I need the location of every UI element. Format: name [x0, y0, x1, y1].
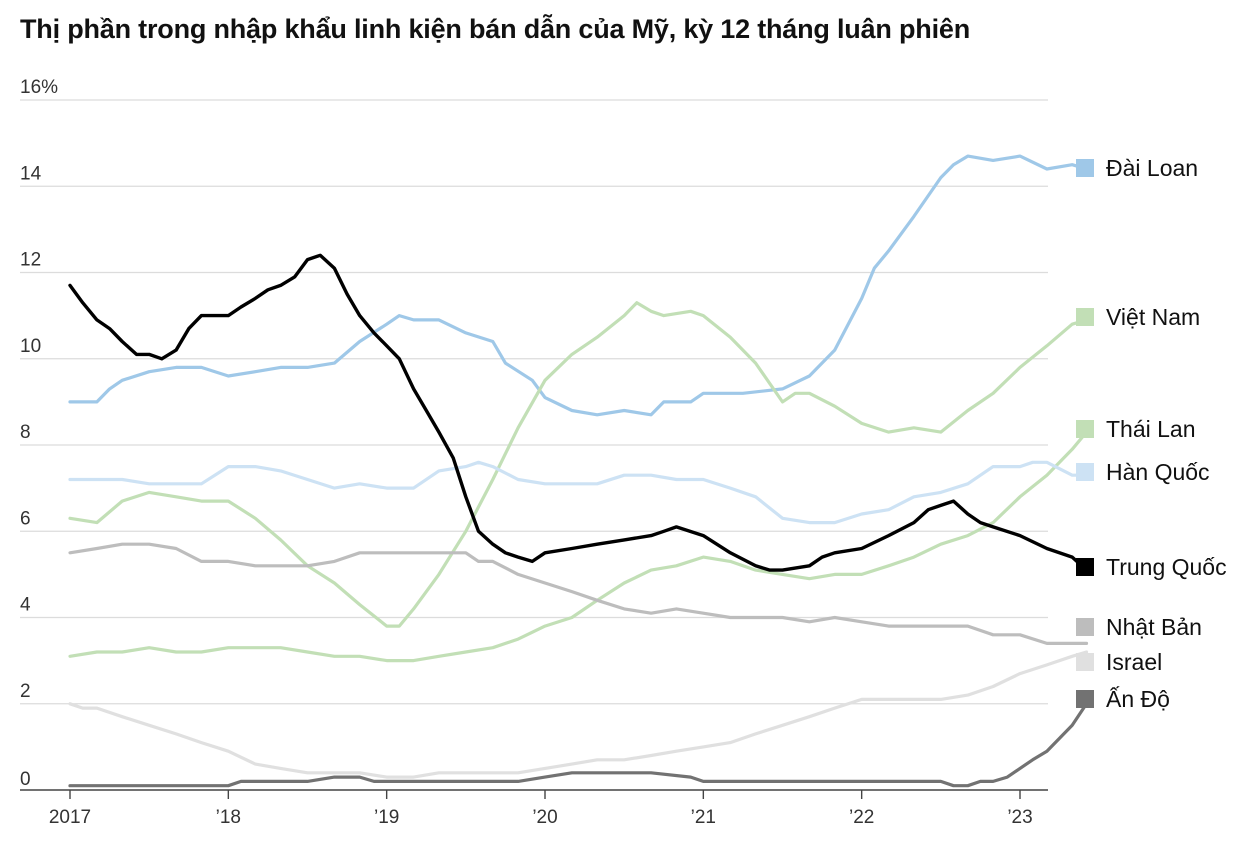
legend-label-thai-lan: Thái Lan — [1106, 416, 1196, 442]
legend-swatch-thai-lan — [1076, 420, 1094, 438]
legend-label-dai-loan: Đài Loan — [1106, 155, 1198, 181]
chart-title: Thị phần trong nhập khẩu linh kiện bán d… — [20, 14, 970, 44]
grid-lines — [20, 99, 1048, 705]
series-lines — [68, 154, 1089, 788]
series-line-an-do — [68, 702, 1089, 788]
legend-item-thai-lan: Thái Lan — [1076, 416, 1196, 442]
y-tick-label-2: 2 — [20, 681, 31, 702]
y-tick-label-16: 16% — [20, 77, 58, 98]
x-tick-label-2021: ’21 — [691, 807, 716, 828]
y-axis-ticks: 0 2 4 6 8 10 12 14 16% — [20, 77, 58, 790]
legend-label-trung-quoc: Trung Quốc — [1106, 554, 1227, 580]
legend-swatch-an-do — [1076, 690, 1094, 708]
x-tick-label-2018: ’18 — [216, 807, 241, 828]
legend: Đài Loan Việt Nam Thái Lan Hàn Quốc Trung Qu… — [1076, 155, 1227, 712]
y-tick-label-12: 12 — [20, 250, 41, 271]
legend-item-nhat-ban: Nhật Bản — [1076, 614, 1202, 640]
legend-swatch-trung-quoc — [1076, 558, 1094, 576]
y-tick-label-0: 0 — [20, 769, 31, 790]
legend-label-han-quoc: Hàn Quốc — [1106, 459, 1210, 485]
x-axis-ticks: 2017 ’18 ’19 ’20 ’21 ’22 ’23 — [49, 790, 1033, 828]
x-tick-label-2020: ’20 — [532, 807, 557, 828]
series-line-nhat-ban — [68, 542, 1089, 646]
legend-label-nhat-ban: Nhật Bản — [1106, 614, 1202, 640]
legend-label-israel: Israel — [1106, 649, 1162, 675]
y-tick-label-8: 8 — [20, 422, 31, 443]
legend-label-an-do: Ấn Độ — [1106, 685, 1170, 712]
series-line-thai-lan — [68, 430, 1089, 663]
y-tick-label-4: 4 — [20, 595, 31, 616]
y-tick-label-14: 14 — [20, 163, 42, 184]
y-tick-label-6: 6 — [20, 508, 31, 529]
legend-label-viet-nam: Việt Nam — [1106, 304, 1200, 330]
series-line-dai-loan — [68, 154, 1089, 417]
legend-item-israel: Israel — [1076, 649, 1162, 675]
legend-swatch-dai-loan — [1076, 159, 1094, 177]
series-line-trung-quoc — [68, 253, 1089, 572]
legend-swatch-nhat-ban — [1076, 618, 1094, 636]
series-line-viet-nam — [68, 301, 1089, 628]
legend-swatch-israel — [1076, 653, 1094, 671]
x-tick-label-2023: ’23 — [1007, 807, 1032, 828]
series-line-han-quoc — [68, 460, 1089, 525]
x-tick-label-2019: ’19 — [374, 807, 399, 828]
legend-item-viet-nam: Việt Nam — [1076, 304, 1200, 330]
y-tick-label-10: 10 — [20, 336, 41, 357]
legend-item-dai-loan: Đài Loan — [1076, 155, 1198, 181]
x-tick-label-2022: ’22 — [849, 807, 874, 828]
legend-item-an-do: Ấn Độ — [1076, 685, 1170, 712]
legend-swatch-han-quoc — [1076, 463, 1094, 481]
x-tick-label-2017: 2017 — [49, 807, 91, 828]
legend-swatch-viet-nam — [1076, 308, 1094, 326]
series-line-israel — [68, 650, 1089, 779]
legend-item-trung-quoc: Trung Quốc — [1076, 554, 1227, 580]
legend-item-han-quoc: Hàn Quốc — [1076, 459, 1210, 485]
